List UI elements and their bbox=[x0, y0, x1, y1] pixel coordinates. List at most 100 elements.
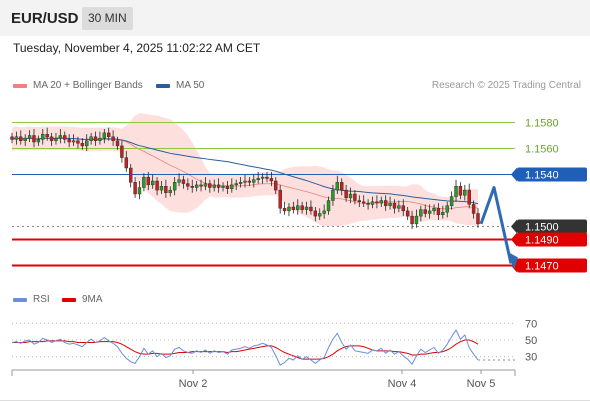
candle-body bbox=[366, 202, 370, 205]
candle-body bbox=[199, 184, 203, 187]
candle-body bbox=[27, 135, 32, 139]
header-bar: EUR/USD 30 MIN bbox=[0, 0, 590, 36]
ma50-swatch bbox=[156, 83, 170, 88]
candle-body bbox=[203, 183, 208, 187]
rsi-legend-label: RSI bbox=[33, 294, 50, 305]
candle-body bbox=[463, 189, 467, 196]
candle-body bbox=[54, 137, 58, 141]
candle-body bbox=[93, 136, 98, 141]
candle-body bbox=[419, 209, 423, 217]
bb-swatch bbox=[13, 83, 27, 88]
bb-legend-label: MA 20 + Bollinger Bands bbox=[33, 80, 143, 91]
candle-body bbox=[85, 140, 89, 147]
candle-body bbox=[32, 135, 36, 143]
candle-body bbox=[414, 215, 419, 225]
candle-body bbox=[282, 208, 287, 212]
candle-body bbox=[238, 182, 243, 184]
candle-body bbox=[410, 215, 414, 225]
candle-body bbox=[225, 185, 230, 189]
level-tag-1.1470 bbox=[517, 258, 587, 273]
candle-body bbox=[102, 132, 107, 139]
candle-body bbox=[181, 179, 186, 184]
candle-body bbox=[120, 145, 124, 158]
level-label-1.1500: 1.1500 bbox=[525, 222, 559, 234]
candle-body bbox=[318, 213, 322, 217]
candle-body bbox=[370, 201, 375, 205]
candle-body bbox=[142, 176, 146, 188]
bollinger-band-area bbox=[12, 113, 478, 228]
candle-body bbox=[392, 202, 397, 209]
candle-body bbox=[291, 206, 296, 210]
rsi-ma-line bbox=[12, 339, 479, 360]
projection-arrowhead bbox=[507, 251, 518, 270]
candle-body bbox=[454, 185, 458, 197]
candle-body bbox=[208, 183, 212, 188]
candle-body bbox=[98, 137, 102, 141]
candle-body bbox=[76, 140, 80, 144]
candle-body bbox=[427, 210, 432, 214]
candle-body bbox=[111, 136, 115, 141]
candle-body bbox=[300, 205, 304, 210]
candle-body bbox=[423, 209, 427, 214]
candle-body bbox=[357, 200, 362, 202]
ma50-legend-label: MA 50 bbox=[176, 80, 205, 91]
candle-body bbox=[124, 157, 129, 169]
level-label-1.1490: 1.1490 bbox=[525, 235, 559, 247]
candle-body bbox=[348, 193, 353, 199]
candle-body bbox=[133, 182, 137, 195]
candle-body bbox=[164, 185, 168, 193]
candle-body bbox=[49, 136, 54, 141]
candle-body bbox=[432, 208, 436, 212]
candle-body bbox=[375, 201, 379, 204]
candle-body bbox=[194, 184, 199, 188]
candle-body bbox=[212, 184, 216, 188]
rsi-swatch bbox=[13, 297, 27, 302]
candle-body bbox=[361, 201, 366, 204]
level-tag-1.1540 bbox=[517, 167, 587, 182]
level-label-1.1470: 1.1470 bbox=[525, 261, 559, 273]
rsi-tick-label: 50 bbox=[525, 335, 537, 347]
timeframe-badge[interactable]: 30 MIN bbox=[82, 7, 133, 30]
candle-body bbox=[458, 185, 463, 196]
candle-body bbox=[71, 140, 76, 143]
x-tick-label: Nov 2 bbox=[179, 378, 208, 390]
candle-body bbox=[159, 185, 164, 191]
candle-body bbox=[137, 187, 142, 195]
candle-body bbox=[269, 178, 274, 182]
candle-body bbox=[379, 200, 383, 204]
candle-body bbox=[353, 193, 357, 201]
rsi-tick-label: 30 bbox=[525, 352, 537, 364]
candle-body bbox=[274, 180, 278, 191]
candle-body bbox=[476, 213, 480, 225]
candle-body bbox=[10, 136, 14, 140]
candle-body bbox=[278, 189, 282, 209]
level-tag-1.1490 bbox=[517, 232, 587, 247]
candle-body bbox=[36, 139, 41, 143]
candle-body bbox=[260, 176, 265, 179]
candle-body bbox=[190, 185, 194, 188]
candle-body bbox=[383, 200, 388, 206]
candle-body bbox=[441, 211, 445, 215]
legend-bb: MA 20 + Bollinger Bands bbox=[13, 80, 143, 91]
copyright-text: Research © 2025 Trading Central bbox=[431, 80, 581, 91]
level-label-1.1540: 1.1540 bbox=[525, 170, 559, 182]
candle-body bbox=[344, 189, 348, 199]
candle-body bbox=[128, 167, 133, 183]
candle-body bbox=[397, 205, 401, 209]
candle-body bbox=[467, 189, 471, 205]
candle-body bbox=[115, 140, 120, 147]
candle-body bbox=[234, 183, 238, 186]
rsi-ma-swatch bbox=[62, 297, 76, 302]
candle-body bbox=[177, 179, 181, 183]
candle-body bbox=[445, 205, 449, 213]
x-tick-label: Nov 5 bbox=[467, 378, 496, 390]
candle-body bbox=[252, 179, 256, 183]
candle-body bbox=[449, 196, 454, 206]
candle-body bbox=[401, 205, 405, 212]
symbol-label: EUR/USD bbox=[11, 10, 79, 27]
candle-body bbox=[186, 183, 190, 187]
legend-rsi: RSI bbox=[13, 294, 50, 305]
candle-body bbox=[146, 176, 150, 186]
candle-body bbox=[89, 136, 93, 141]
